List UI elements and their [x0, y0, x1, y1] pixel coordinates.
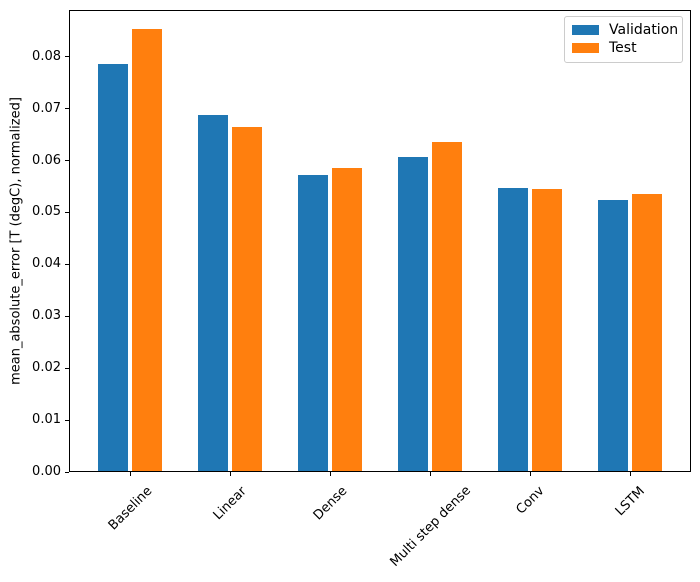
bar-validation-multi-step-dense	[398, 156, 428, 471]
y-axis-label: mean_absolute_error [T (degC), normalize…	[8, 97, 24, 385]
x-tick-mark	[229, 472, 231, 476]
y-tick-label: 0.06	[32, 152, 61, 168]
x-tick-label-baseline: Baseline	[105, 483, 155, 534]
y-tick-label: 0.03	[32, 308, 61, 324]
y-tick-mark	[65, 315, 69, 317]
y-tick-mark	[65, 56, 69, 58]
legend-label-validation: Validation	[609, 22, 679, 38]
y-tick-label: 0.07	[32, 100, 61, 116]
x-tick-mark	[129, 472, 131, 476]
legend: Validation Test	[564, 16, 683, 63]
legend-item-validation: Validation	[572, 21, 678, 39]
bar-test-baseline	[132, 28, 162, 471]
bar-validation-baseline	[98, 63, 128, 471]
bar-test-conv	[532, 189, 562, 471]
y-tick-mark	[65, 367, 69, 369]
x-tick-mark	[629, 472, 631, 476]
x-tick-label-dense: Dense	[310, 483, 350, 524]
y-tick-label: 0.04	[32, 256, 61, 272]
bar-test-multi-step-dense	[432, 141, 462, 471]
x-tick-mark	[429, 472, 431, 476]
plot-area	[69, 10, 691, 472]
legend-swatch-validation	[572, 25, 599, 35]
y-tick-label: 0.02	[32, 360, 61, 376]
bar-test-linear	[232, 126, 262, 471]
y-tick-label: 0.01	[32, 412, 61, 428]
bar-validation-conv	[498, 188, 528, 471]
x-tick-mark	[329, 472, 331, 476]
x-tick-label-multi-step-dense: Multi step dense	[386, 483, 474, 571]
x-tick-mark	[529, 472, 531, 476]
x-tick-label-conv: Conv	[513, 483, 547, 518]
legend-swatch-test	[572, 43, 599, 53]
x-tick-label-linear: Linear	[210, 483, 250, 523]
bar-validation-linear	[198, 114, 228, 471]
y-tick-mark	[65, 211, 69, 213]
bar-test-dense	[332, 168, 362, 471]
y-tick-mark	[65, 160, 69, 161]
bar-test-lstm	[632, 194, 662, 471]
y-tick-mark	[65, 419, 69, 421]
y-tick-label: 0.08	[32, 48, 61, 64]
x-tick-label-lstm: LSTM	[612, 483, 648, 519]
y-tick-label: 0.00	[32, 464, 61, 479]
y-tick-mark	[65, 108, 69, 110]
bar-validation-lstm	[598, 199, 628, 471]
y-tick-mark	[65, 471, 69, 473]
legend-label-test: Test	[609, 40, 637, 56]
y-tick-label: 0.05	[32, 204, 61, 220]
legend-item-test: Test	[572, 39, 674, 57]
y-tick-mark	[65, 263, 69, 265]
bar-validation-dense	[298, 174, 328, 471]
